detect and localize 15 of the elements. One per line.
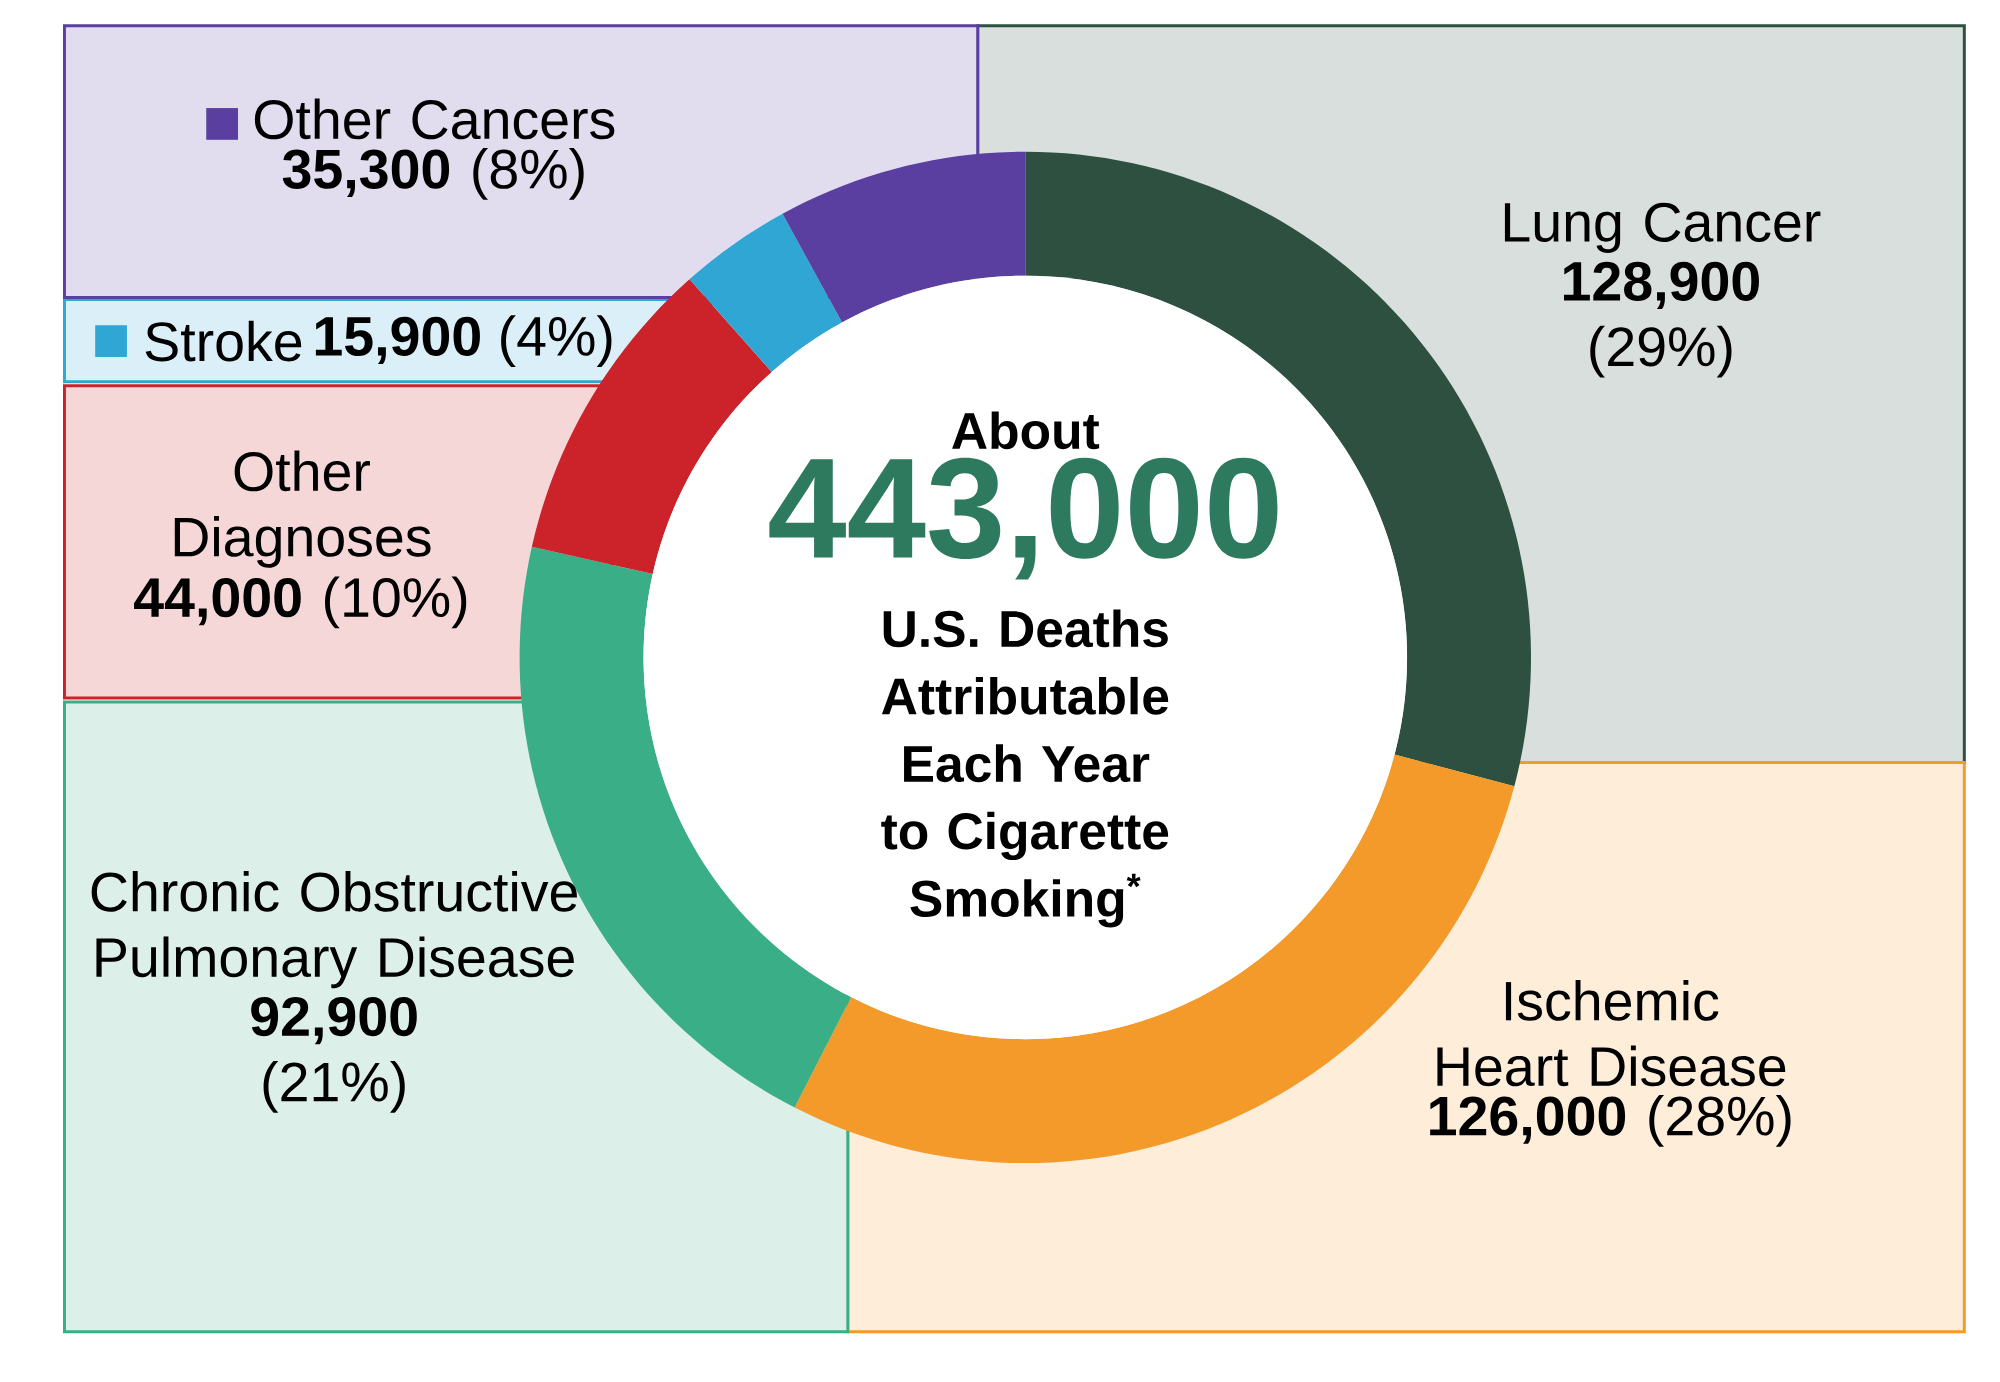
data-label: 44,000 (10%) xyxy=(134,576,467,629)
slice-label: Lung Cancer xyxy=(1504,202,1821,253)
slice-label: Ischemic Heart Disease xyxy=(1437,979,1786,1087)
slice-label: Chronic Obstructive Pulmonary Disease xyxy=(91,870,577,989)
text: U.S. Deaths Attributable Each Year to Cigarette Smoking$^{*}$ xyxy=(881,609,1169,928)
data-label: 35,300 (8%) xyxy=(282,147,584,200)
text: 443,000 xyxy=(769,457,1278,580)
legend-label: Other Cancers xyxy=(254,98,615,140)
data-label: 92,900 (21%) xyxy=(251,996,417,1113)
slice-label: Other Diagnoses xyxy=(174,450,431,568)
legend-label: Stroke xyxy=(145,320,302,362)
text: About xyxy=(952,411,1100,450)
data-label: 128,900 (29%) xyxy=(1564,261,1759,378)
data-label: 126,000 (28%) xyxy=(1430,1094,1791,1147)
data-label: 15,900 (4%) xyxy=(315,315,612,367)
